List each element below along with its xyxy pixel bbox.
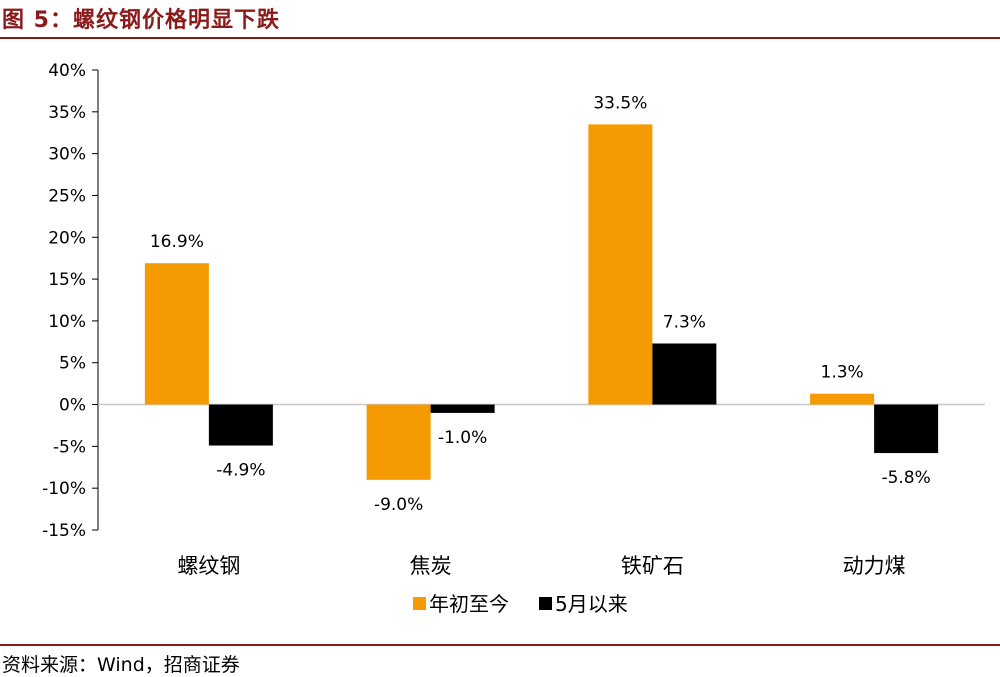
y-tick-label: -15% <box>42 521 86 541</box>
bar-ytd-3 <box>810 393 875 405</box>
bar-ytd-0 <box>144 263 209 405</box>
y-tick-label: -10% <box>42 479 86 499</box>
data-label: -4.9% <box>216 461 265 481</box>
y-tick-label: 35% <box>48 103 86 123</box>
bar-since-may-2 <box>652 343 717 405</box>
legend: 年初至今 5月以来 <box>413 592 628 616</box>
data-labels: 16.9% -4.9% -9.0% -1.0% 33.5% 7.3% 1.3% -5.8% <box>150 93 931 514</box>
bar-since-may-1 <box>430 404 495 413</box>
data-label: -5.8% <box>881 468 930 488</box>
data-label: 7.3% <box>663 312 706 332</box>
y-tick-label: 10% <box>48 312 86 332</box>
legend-swatch-0 <box>413 597 426 610</box>
bar-ytd-1 <box>366 404 431 480</box>
legend-swatch-1 <box>539 597 552 610</box>
category-label: 螺纹钢 <box>177 554 240 578</box>
category-label: 铁矿石 <box>621 554 684 578</box>
y-tick-label: 40% <box>48 61 86 81</box>
figure-title: 图 5：螺纹钢价格明显下跌 <box>2 8 280 33</box>
category-label: 动力煤 <box>843 554 906 578</box>
y-tick-label: 5% <box>59 354 86 374</box>
data-label: -1.0% <box>438 428 487 448</box>
bar-since-may-0 <box>208 404 273 446</box>
legend-label: 5月以来 <box>555 592 628 616</box>
category-label: 焦炭 <box>410 554 452 578</box>
y-tick-label: 15% <box>48 270 86 290</box>
y-tick-label: 0% <box>59 396 86 416</box>
data-label: 33.5% <box>593 93 647 113</box>
bar-since-may-3 <box>874 404 939 454</box>
bar-ytd-2 <box>588 124 653 405</box>
data-label: 1.3% <box>821 363 864 383</box>
y-tick-label: 25% <box>48 186 86 206</box>
source-note: 资料来源：Wind，招商证券 <box>2 654 240 676</box>
legend-label: 年初至今 <box>429 592 509 616</box>
title-divider <box>0 37 1000 39</box>
y-tick-label: -5% <box>53 437 86 457</box>
data-label: -9.0% <box>374 495 423 515</box>
bar-chart: 40% 35% 30% 25% 20% 15% 10% 5% 0% -5% -10% -15% 16.… <box>42 61 985 616</box>
y-axis: 40% 35% 30% 25% 20% 15% 10% 5% 0% -5% -10% -15% <box>42 61 99 541</box>
y-tick-label: 30% <box>48 145 86 165</box>
data-label: 16.9% <box>150 232 204 252</box>
category-labels: 螺纹钢 焦炭 铁矿石 动力煤 <box>177 554 905 578</box>
y-tick-label: 20% <box>48 228 86 248</box>
bars <box>144 124 939 480</box>
source-divider <box>0 644 1000 646</box>
